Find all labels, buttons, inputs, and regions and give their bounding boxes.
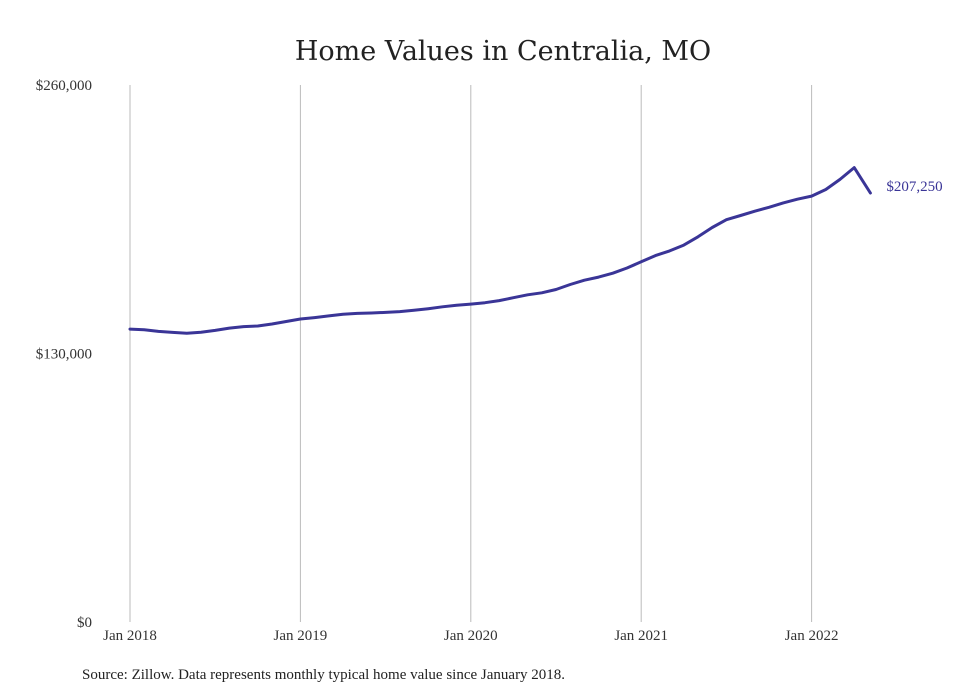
x-tick-label: Jan 2020 (444, 628, 498, 644)
y-tick-label: $260,000 (36, 78, 92, 94)
y-tick-label: $0 (77, 615, 92, 631)
series-line (128, 166, 872, 335)
x-tick-label: Jan 2019 (274, 628, 328, 644)
y-axis-ticks: $0 $130,000 $260,000 (36, 78, 92, 631)
y-tick-label: $130,000 (36, 347, 92, 363)
chart-title: Home Values in Centralia, MO (295, 36, 711, 67)
x-tick-label: Jan 2018 (103, 628, 157, 644)
source-note: Source: Zillow. Data represents monthly … (82, 667, 566, 683)
x-axis-ticks: Jan 2018 Jan 2019 Jan 2020 Jan 2021 Jan 2022 (103, 628, 838, 644)
end-value-label: $207,250 (886, 179, 942, 195)
x-tick-label: Jan 2022 (785, 628, 839, 644)
x-tick-label: Jan 2021 (614, 628, 668, 644)
gridlines (129, 85, 813, 622)
